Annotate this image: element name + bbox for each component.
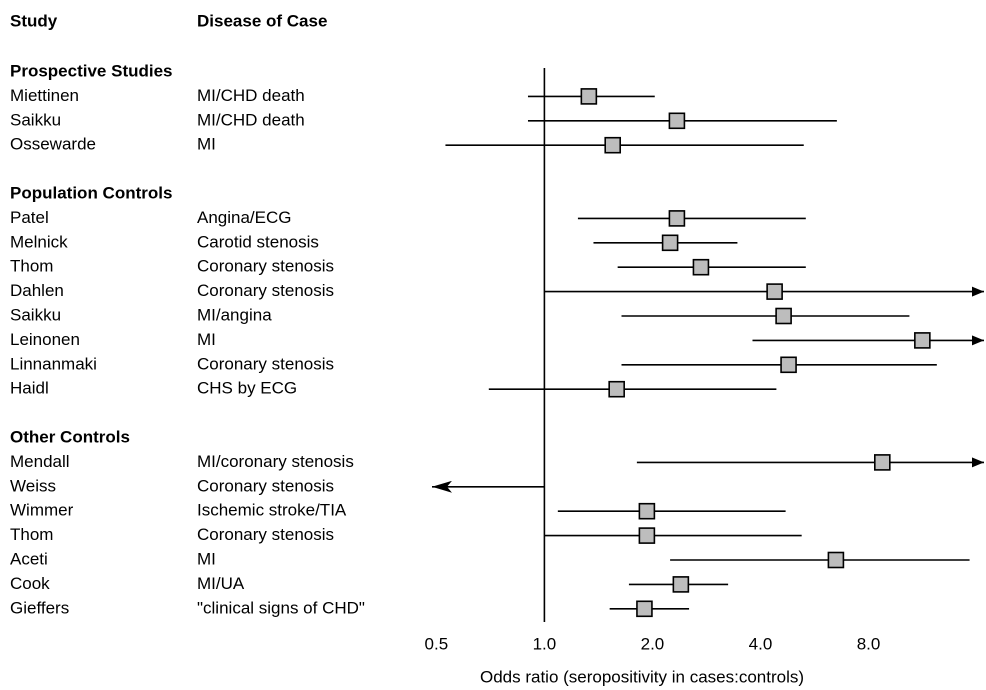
estimate-square bbox=[636, 600, 653, 618]
study-name: Patel bbox=[10, 208, 49, 227]
disease-name: MI/angina bbox=[197, 305, 272, 324]
column-header: Study bbox=[10, 11, 58, 30]
disease-name: Ischemic stroke/TIA bbox=[197, 501, 347, 520]
study-name: Linnanmaki bbox=[10, 354, 97, 373]
disease-name: MI/CHD death bbox=[197, 86, 305, 105]
estimate-square bbox=[668, 210, 686, 227]
study-name: Wimmer bbox=[10, 501, 74, 520]
disease-name: MI/UA bbox=[197, 574, 245, 593]
x-axis-label: Odds ratio (seropositivity in cases:cont… bbox=[480, 667, 804, 686]
estimate-square bbox=[780, 356, 797, 374]
disease-name: Angina/ECG bbox=[197, 208, 292, 227]
study-name: Thom bbox=[10, 257, 53, 276]
estimate-square bbox=[827, 551, 845, 569]
estimate-square bbox=[775, 307, 792, 325]
x-tick-label: 8.0 bbox=[857, 634, 881, 653]
column-header: Disease of Case bbox=[197, 11, 327, 30]
group-title: Prospective Studies bbox=[10, 61, 173, 80]
x-tick-label: 2.0 bbox=[641, 634, 665, 653]
study-name: Thom bbox=[10, 525, 53, 544]
disease-name: MI bbox=[197, 330, 216, 349]
study-name: Aceti bbox=[10, 549, 48, 568]
estimate-square bbox=[672, 576, 690, 593]
disease-name: Carotid stenosis bbox=[197, 232, 319, 251]
estimate-square bbox=[914, 332, 931, 349]
estimate-square bbox=[608, 380, 625, 398]
estimate-square bbox=[638, 527, 656, 544]
study-name: Weiss bbox=[10, 476, 56, 495]
study-name: Melnick bbox=[10, 232, 68, 251]
study-name: Mendall bbox=[10, 452, 70, 471]
group-title: Other Controls bbox=[10, 427, 130, 446]
study-name: Saikku bbox=[10, 305, 61, 324]
estimate-square bbox=[668, 112, 686, 130]
study-name: Miettinen bbox=[10, 86, 79, 105]
study-name: Cook bbox=[10, 574, 50, 593]
study-name: Leinonen bbox=[10, 330, 80, 349]
disease-name: CHS by ECG bbox=[197, 379, 297, 398]
study-name: Gieffers bbox=[10, 598, 69, 617]
study-name: Haidl bbox=[10, 379, 49, 398]
estimate-square bbox=[661, 234, 679, 252]
disease-name: MI bbox=[197, 549, 216, 568]
estimate-square bbox=[692, 258, 710, 276]
estimate-square bbox=[604, 136, 622, 154]
disease-name: MI bbox=[197, 135, 216, 154]
x-tick-label: 1.0 bbox=[533, 634, 557, 653]
disease-name: MI/coronary stenosis bbox=[197, 452, 354, 471]
estimate-square bbox=[874, 454, 891, 471]
x-tick-label: 0.5 bbox=[425, 634, 449, 653]
group-title: Population Controls bbox=[10, 183, 172, 202]
estimate-square bbox=[766, 283, 783, 300]
disease-name: MI/CHD death bbox=[197, 110, 305, 129]
disease-name: "clinical signs of CHD" bbox=[197, 598, 365, 617]
x-tick-label: 4.0 bbox=[749, 634, 773, 653]
disease-name: Coronary stenosis bbox=[197, 476, 334, 495]
estimate-square bbox=[638, 502, 656, 520]
disease-name: Coronary stenosis bbox=[197, 354, 334, 373]
disease-name: Coronary stenosis bbox=[197, 281, 334, 300]
study-name: Dahlen bbox=[10, 281, 64, 300]
disease-name: Coronary stenosis bbox=[197, 525, 334, 544]
disease-name: Coronary stenosis bbox=[197, 257, 334, 276]
study-name: Saikku bbox=[10, 110, 61, 129]
study-name: Ossewarde bbox=[10, 135, 96, 154]
estimate-square bbox=[580, 88, 598, 105]
